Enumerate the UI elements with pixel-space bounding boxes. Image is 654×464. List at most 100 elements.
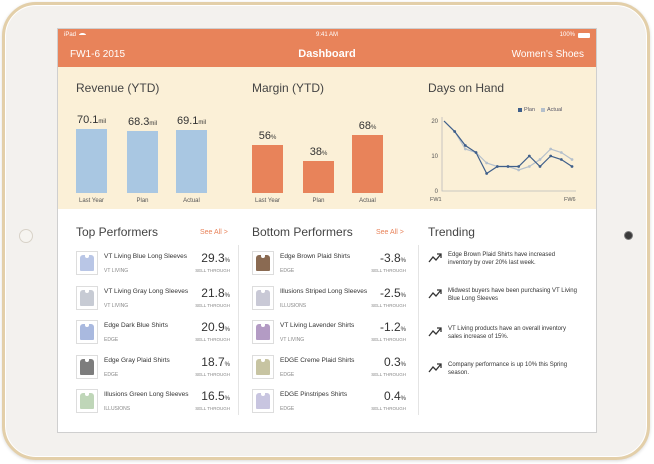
margin-bar[interactable] [252, 145, 283, 193]
product-name: Illusions Striped Long Sleeves [280, 287, 368, 295]
actual-series-point [485, 161, 489, 165]
trend-up-icon [428, 289, 442, 299]
sell-through-unit: % [400, 327, 406, 333]
list-item[interactable]: EDGE Creme Plaid Shirts EDGE 0.3% SELL THRO… [252, 354, 408, 385]
product-thumbnail [76, 389, 98, 413]
legend-plan-label: Plan [524, 107, 536, 113]
list-item[interactable]: VT Living Blue Long Sleeves VT LIVING 29.3… [76, 251, 232, 281]
trending-text: Midwest buyers have been purchasing VT L… [448, 288, 577, 302]
sell-through-unit: % [224, 327, 230, 333]
revenue-bar-label: Plan [136, 198, 149, 204]
home-button[interactable] [624, 231, 633, 240]
plan-series-point [453, 130, 457, 133]
x-axis-start-label: FW1 [430, 197, 442, 203]
list-item[interactable]: Edge Gray Plaid Shirts EDGE 18.7% SELL THRO… [76, 354, 232, 385]
margin-title: Margin (YTD) [252, 81, 325, 95]
top-see-all-link[interactable]: See All > [200, 229, 228, 236]
actual-series-point [517, 168, 521, 172]
revenue-bar-value: 69.1mil [170, 115, 213, 127]
actual-series-point [570, 158, 574, 161]
margin-chart[interactable]: Margin (YTD) 56% Last Year 38% Plan 68% Actua… [238, 67, 418, 209]
revenue-bar[interactable] [127, 131, 158, 193]
list-item[interactable]: VT Living Gray Long Sleeves VT LIVING 21.8… [76, 285, 232, 316]
sell-through-value: -3.8% [380, 251, 406, 265]
trending-item[interactable]: Edge Brown Plaid Shirts have increased i… [428, 251, 578, 281]
list-item[interactable]: Edge Brown Plaid Shirts EDGE -3.8% SELL THR… [252, 251, 408, 281]
margin-bar[interactable] [303, 161, 334, 193]
trending-section: Trending Edge Brown Plaid Shirts have in… [418, 209, 596, 432]
list-item[interactable]: EDGE Pinstripes Shirts EDGE 0.4% SELL THROU… [252, 389, 408, 419]
trending-item[interactable]: Midwest buyers have been purchasing VT L… [428, 287, 578, 317]
top-performers-title: Top Performers [76, 225, 159, 239]
list-item[interactable]: Edge Dark Blue Shirts EDGE 20.9% SELL THROU… [76, 320, 232, 350]
sell-through-value: 21.8% [201, 286, 230, 300]
sell-through-label: SELL THROUGH [371, 371, 406, 377]
product-name: VT Living Lavender Shirts [280, 322, 355, 329]
sell-through-label: SELL THROUGH [371, 268, 406, 273]
list-item[interactable]: VT Living Lavender Shirts VT LIVING -1.2% S… [252, 320, 408, 350]
margin-bar[interactable] [352, 135, 383, 193]
trending-item[interactable]: Company performance is up 10% this Sprin… [428, 361, 578, 391]
list-item[interactable]: Illusions Striped Long Sleeves ILLUSIONS -… [252, 285, 408, 316]
dashboard-screen: iPad 9:41 AM 100% FW1-6 2015 Dashboard W… [57, 28, 597, 433]
revenue-bar[interactable] [76, 129, 107, 193]
kpi-panel: Revenue (YTD) 70.1mil Last Year 68.3mil Pla… [58, 67, 596, 209]
product-thumbnail [76, 320, 98, 344]
sell-through-value: 20.9% [201, 320, 230, 334]
shirt-icon [80, 358, 94, 375]
list-item[interactable]: Illusions Green Long Sleeves ILLUSIONS 16.… [76, 389, 232, 419]
revenue-value-unit: mil [98, 119, 107, 125]
y-tick-label: 10 [431, 154, 438, 160]
sell-through-unit: % [224, 292, 230, 299]
margin-bar-label: Actual [359, 198, 376, 204]
sell-through-unit: % [400, 396, 406, 402]
product-thumbnail [76, 251, 98, 275]
plan-series-point [527, 154, 531, 158]
revenue-chart[interactable]: Revenue (YTD) 70.1mil Last Year 68.3mil Pla… [58, 67, 238, 209]
revenue-bar-value: 70.1mil [70, 114, 113, 126]
front-camera-dot [19, 229, 33, 243]
status-left: iPad [64, 32, 87, 38]
product-thumbnail [252, 251, 274, 275]
sell-through-unit: % [400, 258, 406, 264]
category-selector[interactable]: Women's Shoes [511, 48, 584, 60]
margin-value-number: 68 [358, 120, 371, 132]
revenue-title: Revenue (YTD) [76, 81, 160, 95]
shirt-icon [80, 324, 94, 340]
sell-through-value: -1.2% [380, 320, 406, 334]
sell-through-unit: % [400, 361, 406, 368]
sell-through-number: 20.9 [201, 320, 225, 334]
days-on-hand-chart[interactable]: Days on Hand Plan Actual 20 10 0 FW1 FW6 [418, 67, 596, 209]
product-name: VT Living Blue Long Sleeves [104, 253, 187, 260]
shirt-icon [80, 289, 94, 306]
revenue-bars: 70.1mil Last Year 68.3mil Plan 69.1mil Actual [58, 49, 238, 204]
margin-bar-value: 56% [246, 130, 289, 142]
sell-through-label: SELL THROUGH [195, 371, 230, 377]
product-name: VT Living Gray Long Sleeves [104, 287, 189, 295]
sell-through-value: 18.7% [201, 355, 230, 369]
trending-item[interactable]: VT Living products have an overall inven… [428, 325, 578, 355]
product-thumbnail [252, 389, 274, 413]
sell-through-value: -2.5% [380, 286, 406, 300]
product-brand: VT LIVING [104, 302, 129, 309]
sell-through-number: -1.2 [379, 320, 401, 334]
sell-through-label: SELL THROUGH [371, 406, 406, 411]
y-tick-label: 20 [431, 119, 438, 125]
sell-through-label: SELL THROUGH [195, 406, 230, 411]
sell-through-number: -2.5 [379, 285, 401, 300]
trending-text: Edge Brown Plaid Shirts have increased i… [448, 252, 556, 266]
bottom-see-all-link[interactable]: See All > [376, 229, 404, 236]
revenue-bar[interactable] [176, 130, 207, 193]
plan-series-point [538, 165, 542, 168]
battery-icon [578, 32, 590, 38]
revenue-value-number: 69.1 [176, 115, 199, 127]
revenue-value-number: 70.1 [76, 114, 99, 126]
product-name: Edge Dark Blue Shirts [104, 322, 168, 329]
legend-plan: Plan [518, 107, 535, 113]
season-selector[interactable]: FW1-6 2015 [70, 48, 126, 60]
shirt-icon [80, 393, 94, 409]
sell-through-number: 0.4 [383, 389, 401, 403]
sell-through-label: SELL THROUGH [371, 302, 406, 308]
margin-value-unit: % [321, 151, 328, 157]
shirt-icon [80, 255, 94, 271]
